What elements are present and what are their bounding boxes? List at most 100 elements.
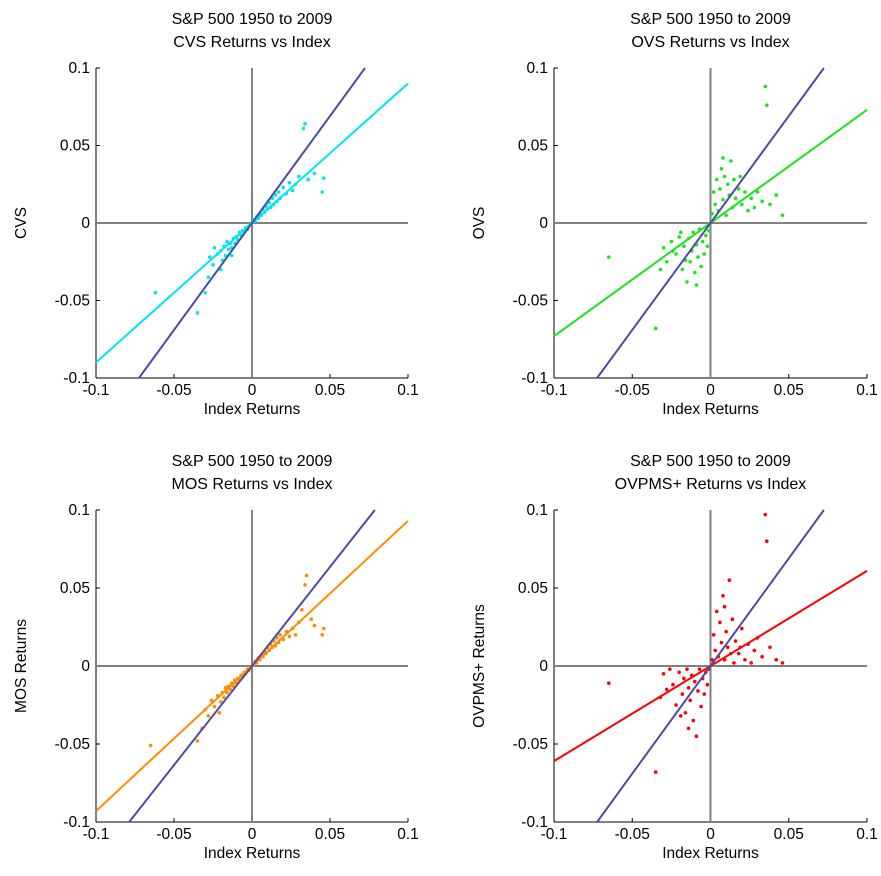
scatter-point	[320, 633, 325, 637]
y-tick-label: -0.1	[63, 370, 90, 387]
scatter-point	[678, 714, 683, 718]
scatter-point	[664, 259, 669, 264]
scatter-point	[704, 233, 708, 238]
y-tick-label: 0	[539, 215, 548, 232]
scatter-point	[606, 255, 611, 259]
x-axis-label: Index Returns	[204, 401, 301, 418]
y-tick-label: 0.05	[60, 580, 90, 597]
scatter-point	[685, 667, 689, 671]
y-axis-label: OVS	[471, 207, 488, 240]
scatter-point	[743, 657, 747, 662]
scatter-point	[780, 661, 785, 665]
chart-panel-4: S&P 500 1950 to 2009 OVPMS+ Returns vs In…	[471, 453, 878, 862]
y-tick-label: 0.1	[526, 60, 548, 77]
y-tick-label: -0.05	[55, 736, 90, 753]
scatter-point	[721, 594, 725, 598]
y-tick-label: 0.05	[518, 138, 548, 155]
scatter-point	[685, 280, 689, 284]
x-axis-label: Index Returns	[204, 845, 301, 862]
scatter-point	[696, 689, 700, 693]
x-tick-label: 0.05	[315, 826, 345, 843]
scatter-point	[678, 230, 683, 235]
scatter-point	[694, 283, 699, 287]
scatter-point	[740, 626, 744, 631]
x-tick-label: -0.1	[541, 382, 568, 399]
scatter-point	[688, 259, 692, 264]
scatter-point	[674, 703, 678, 707]
scatter-point	[774, 657, 779, 662]
scatter-point	[713, 202, 717, 207]
scatter-point	[718, 187, 722, 191]
scatter-point	[229, 253, 234, 258]
scatter-point	[211, 263, 215, 267]
scatter-point	[765, 539, 769, 543]
scatter-point	[209, 698, 214, 703]
scatter-point	[225, 690, 229, 695]
scatter-point	[691, 718, 696, 723]
scatter-point	[304, 573, 309, 578]
x-tick-label: -0.1	[83, 382, 110, 399]
scatter-point	[290, 188, 295, 193]
scatter-point	[738, 174, 743, 179]
scatter-point	[281, 185, 286, 190]
reference-line	[128, 509, 376, 823]
scatter-point	[732, 661, 736, 665]
scatter-point	[682, 676, 686, 681]
chart-subtitle: OVPMS+ Returns vs Index	[615, 476, 807, 493]
scatter-point	[683, 711, 688, 715]
scatter-point	[718, 620, 722, 625]
scatter-point	[696, 255, 700, 259]
x-tick-label: -0.1	[83, 826, 110, 843]
reference-line	[596, 67, 825, 379]
scatter-point	[719, 166, 724, 171]
y-tick-label: -0.05	[513, 736, 548, 753]
y-tick-label: 0	[81, 215, 90, 232]
y-tick-label: -0.1	[63, 814, 90, 831]
y-tick-label: 0.1	[68, 502, 90, 519]
scatter-point	[674, 252, 678, 256]
scatter-point	[222, 695, 226, 699]
x-tick-label: -0.05	[615, 382, 650, 399]
scatter-point	[226, 247, 231, 252]
scatter-point	[749, 196, 753, 200]
reference-line	[596, 509, 825, 823]
scatter-point	[300, 608, 304, 612]
scatter-point	[195, 739, 200, 743]
scatter-point	[719, 640, 724, 645]
scatter-point	[312, 623, 317, 628]
scatter-point	[774, 193, 779, 197]
scatter-point	[711, 190, 716, 194]
scatter-point	[219, 700, 223, 704]
x-tick-label: 0.1	[856, 826, 878, 843]
scatter-point	[714, 177, 719, 182]
scatter-point	[702, 252, 707, 256]
x-tick-label: -0.1	[541, 826, 568, 843]
scatter-point	[725, 645, 730, 650]
scatter-point	[699, 264, 703, 269]
scatter-point	[661, 246, 666, 250]
scatter-point	[705, 244, 710, 249]
x-tick-label: 0	[706, 382, 715, 399]
scatter-point	[729, 159, 733, 163]
scatter-point	[722, 604, 727, 609]
y-tick-label: -0.1	[521, 814, 548, 831]
x-tick-label: 0	[248, 826, 257, 843]
scatter-point	[203, 290, 207, 295]
scatter-point	[658, 267, 663, 272]
scatter-point	[725, 182, 730, 187]
scatter-point	[287, 634, 292, 639]
y-tick-label: 0.05	[60, 138, 90, 155]
scatter-point	[722, 174, 727, 179]
scatter-point	[278, 633, 282, 637]
chart-subtitle: CVS Returns vs Index	[173, 34, 330, 51]
scatter-point	[699, 704, 703, 709]
y-axis-label: OVPMS+ Returns	[471, 604, 488, 728]
x-axis-label: Index Returns	[662, 401, 759, 418]
x-tick-label: 0.05	[774, 826, 804, 843]
chart-panel-2: S&P 500 1950 to 2009 OVS Returns vs Index…	[471, 11, 878, 418]
y-axis-label: CVS	[13, 207, 30, 239]
scatter-point	[727, 578, 732, 582]
scatter-point	[306, 177, 310, 182]
scatter-point	[680, 692, 685, 696]
scatter-point	[760, 654, 764, 659]
